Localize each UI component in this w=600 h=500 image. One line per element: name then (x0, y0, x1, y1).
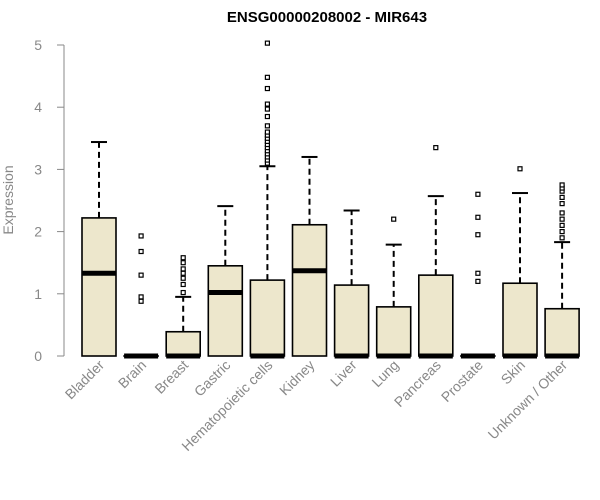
outlier-point (138, 248, 144, 255)
outlier-point (138, 294, 144, 300)
outlier-point (517, 166, 523, 172)
outlier-point (180, 289, 186, 296)
box-5 (291, 155, 328, 357)
box-body (207, 265, 244, 357)
outlier-point (180, 266, 186, 272)
box-body (291, 223, 328, 357)
outlier-point (138, 233, 144, 239)
box-body (375, 306, 412, 357)
box-6 (333, 209, 370, 359)
x-tick-label: Lung (368, 357, 401, 390)
outlier-point (559, 194, 565, 200)
outlier-point (559, 182, 565, 188)
outlier-point (264, 113, 270, 120)
outlier-point (559, 235, 565, 241)
box-9 (460, 191, 496, 359)
y-axis: 0 1 2 3 4 5 (34, 37, 65, 364)
box-body (249, 279, 286, 357)
box-1 (123, 233, 159, 359)
y-tick-label: 2 (34, 224, 42, 240)
y-tick-label: 0 (34, 348, 42, 364)
outlier-point (264, 129, 270, 135)
outlier-point (264, 74, 270, 80)
box-4 (249, 40, 286, 359)
x-tick-label: Unknown / Other (485, 357, 571, 443)
outlier-point (559, 229, 565, 235)
box-body (417, 274, 454, 357)
outlier-point (264, 40, 270, 46)
outlier-point (180, 281, 186, 288)
box-body (165, 330, 201, 357)
outlier-point (475, 278, 481, 284)
box-8 (417, 145, 454, 359)
y-tick-label: 4 (34, 99, 42, 115)
x-tick-label: Skin (498, 357, 529, 388)
outlier-point (475, 214, 481, 220)
outlier-point (138, 272, 144, 278)
outlier-point (433, 145, 439, 151)
outlier-point (391, 216, 397, 222)
box-3 (207, 205, 244, 357)
box-group (81, 40, 580, 359)
outlier-point (180, 260, 186, 266)
outlier-point (264, 123, 270, 129)
box-body (333, 284, 370, 357)
x-tick-label: Brain (115, 357, 149, 391)
outlier-point (180, 255, 186, 261)
outlier-point (264, 106, 270, 112)
outlier-point (180, 275, 186, 281)
y-tick-label: 1 (34, 286, 42, 302)
y-tick-label: 3 (34, 161, 42, 177)
outlier-point (180, 270, 186, 276)
x-tick-label: Breast (151, 357, 191, 397)
x-tick-label: Liver (327, 357, 360, 390)
box-2 (165, 255, 201, 359)
box-body (544, 307, 580, 357)
box-7 (375, 216, 412, 359)
outlier-point (475, 191, 481, 197)
box-body (502, 282, 538, 357)
chart-title: ENSG00000208002 - MIR643 (227, 9, 427, 26)
outlier-point (475, 232, 481, 238)
y-tick-label: 5 (34, 37, 42, 53)
box-11 (544, 182, 580, 359)
box-10 (502, 166, 538, 359)
x-tick-label: Bladder (62, 357, 108, 403)
y-axis-label: Expression (0, 165, 16, 234)
outlier-point (559, 216, 565, 222)
outlier-point (264, 85, 270, 92)
box-0 (81, 141, 117, 357)
box-body (81, 217, 117, 357)
outlier-point (559, 201, 565, 207)
outlier-point (559, 210, 565, 216)
outlier-point (559, 222, 565, 228)
outlier-point (264, 101, 270, 107)
x-tick-label: Prostate (438, 357, 486, 405)
outlier-point (138, 298, 144, 304)
x-tick-label: Pancreas (391, 357, 444, 410)
x-tick-label: Kidney (276, 357, 318, 399)
outlier-point (475, 270, 481, 276)
